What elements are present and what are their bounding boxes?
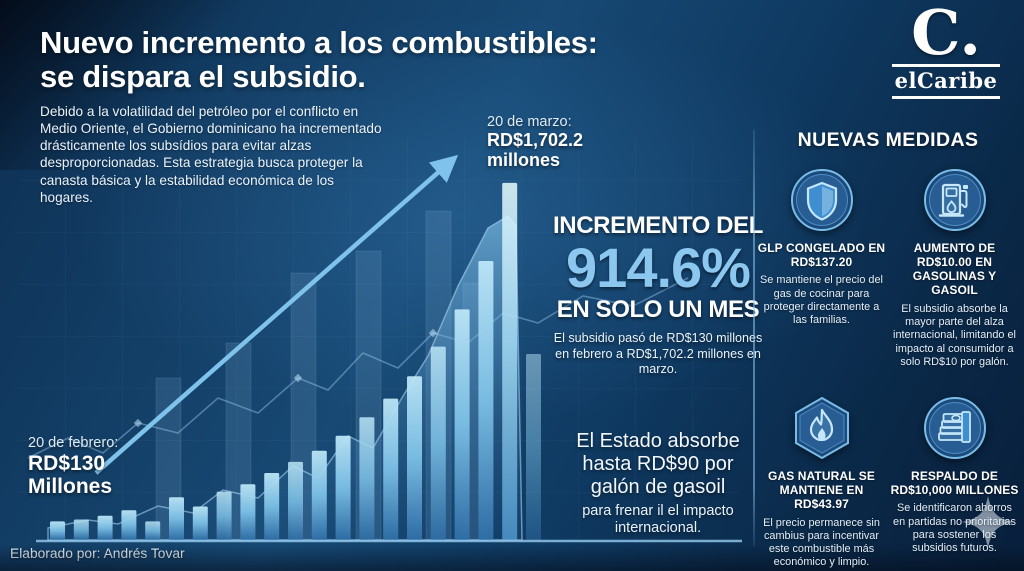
measure-body: Se mantiene el precio del gas de cocinar… [760, 274, 883, 327]
elcaribe-logo: C. elCaribe [888, 0, 1004, 100]
chart-bar [50, 521, 65, 540]
measures-heading: NUEVAS MEDIDAS [797, 129, 979, 151]
increase-percent: 914.6% [566, 236, 751, 300]
logo-rule-top [892, 63, 1000, 67]
logo-name: elCaribe [894, 67, 998, 93]
fuel-pump-icon [923, 169, 986, 231]
absorption-main: El Estado absorbe hasta RD$90 por galón … [576, 430, 740, 499]
growth-arrow [94, 154, 459, 475]
chart-bar [311, 450, 327, 540]
sparkle-icon [962, 496, 1014, 548]
absorption-note: El Estado absorbe hasta RD$90 por galón … [556, 430, 760, 537]
chart-bar [145, 521, 161, 540]
page-title: Nuevo incremento a los combustibles: se … [40, 25, 740, 95]
chart-bar [478, 261, 494, 540]
absorption-detail: para frenar il el impacto internacional. [582, 502, 734, 536]
chart-bar [502, 182, 518, 540]
measure-title: AUMENTO DE RD$10.00 EN GASOLINAS Y GASOI… [912, 241, 997, 298]
vertical-divider [753, 130, 755, 546]
chart-trend-line-thin [27, 277, 689, 459]
logo-rule-bottom [892, 95, 1000, 99]
subsidy-chart [18, 138, 742, 543]
chart-bar [407, 376, 422, 540]
page-title-line2: se dispara el subsidio. [40, 59, 366, 95]
page-title-line1: Nuevo incremento a los combustibles: [40, 25, 598, 60]
chart-bar [430, 346, 446, 540]
flame-icon [794, 396, 849, 460]
label-february-unit: Millones [28, 475, 113, 499]
chart-bar [169, 497, 184, 540]
chart-bar [121, 510, 137, 540]
chart-bar [383, 398, 399, 540]
label-march-unit: millones [487, 150, 561, 171]
chart-bar [97, 515, 113, 540]
chart-bar [359, 417, 375, 540]
label-march-value: RD$1,702.2 [487, 130, 584, 151]
shield-icon [790, 169, 853, 231]
chart-bar [192, 506, 208, 540]
increase-detail: El subsidio pasó de RD$130 millones en f… [553, 331, 763, 377]
measure-card-gasolinas: AUMENTO DE RD$10.00 EN GASOLINAS Y GASOI… [890, 167, 1019, 369]
chart-bar [216, 491, 232, 540]
measure-body: Se identificaron ahorros en partidas no … [893, 502, 1016, 555]
measure-body: El subsidio absorbe la mayor parte del a… [893, 302, 1016, 368]
increase-line2: EN SOLO UN MES [556, 296, 760, 324]
chart-bar [73, 519, 89, 540]
new-measures-panel: NUEVAS MEDIDAS GLP CONGELADO EN RD$137.2… [757, 129, 1019, 570]
measure-card-gas-natural: GAS NATURAL SE MANTIENE EN RD$43.97 El p… [757, 395, 886, 570]
label-february-date: 20 de febrero: [28, 435, 119, 451]
money-stack-icon [923, 397, 986, 460]
chart-bar [526, 354, 541, 540]
increase-stat: INCREMENTO DEL 914.6% EN SOLO UN MES El … [552, 213, 764, 377]
label-february-value: RD$130 [28, 451, 106, 475]
measure-card-glp: GLP CONGELADO EN RD$137.20 Se mantiene e… [757, 167, 886, 369]
measure-title: RESPALDO DE RD$10,000 MILLONES [890, 469, 1019, 498]
bottom-shade-decoration [0, 545, 1024, 571]
subsidy-bar-series [50, 182, 541, 540]
measure-title: GLP CONGELADO EN RD$137.20 [757, 241, 886, 270]
measure-card-respaldo: RESPALDO DE RD$10,000 MILLONES Se identi… [890, 395, 1019, 570]
increase-line1: INCREMENTO DEL [553, 212, 763, 239]
label-march-date: 20 de marzo: [487, 114, 572, 130]
chart-bar [240, 484, 256, 540]
label-march: 20 de marzo: RD$1,702.2 millones [487, 114, 583, 171]
chart-bar [335, 435, 351, 540]
chart-bar [454, 309, 470, 540]
chart-bar [264, 473, 280, 540]
chart-line-markers [133, 328, 438, 428]
intro-paragraph: Debido a la volatilidad del petróleo por… [40, 104, 382, 205]
logo-monogram: C. [911, 0, 981, 69]
label-february: 20 de febrero: RD$130 Millones [28, 435, 119, 499]
measure-body: El precio permanece sin cambius para inc… [763, 516, 880, 569]
chart-bar [288, 461, 303, 540]
measure-title: GAS NATURAL SE MANTIENE EN RD$43.97 [768, 469, 875, 512]
